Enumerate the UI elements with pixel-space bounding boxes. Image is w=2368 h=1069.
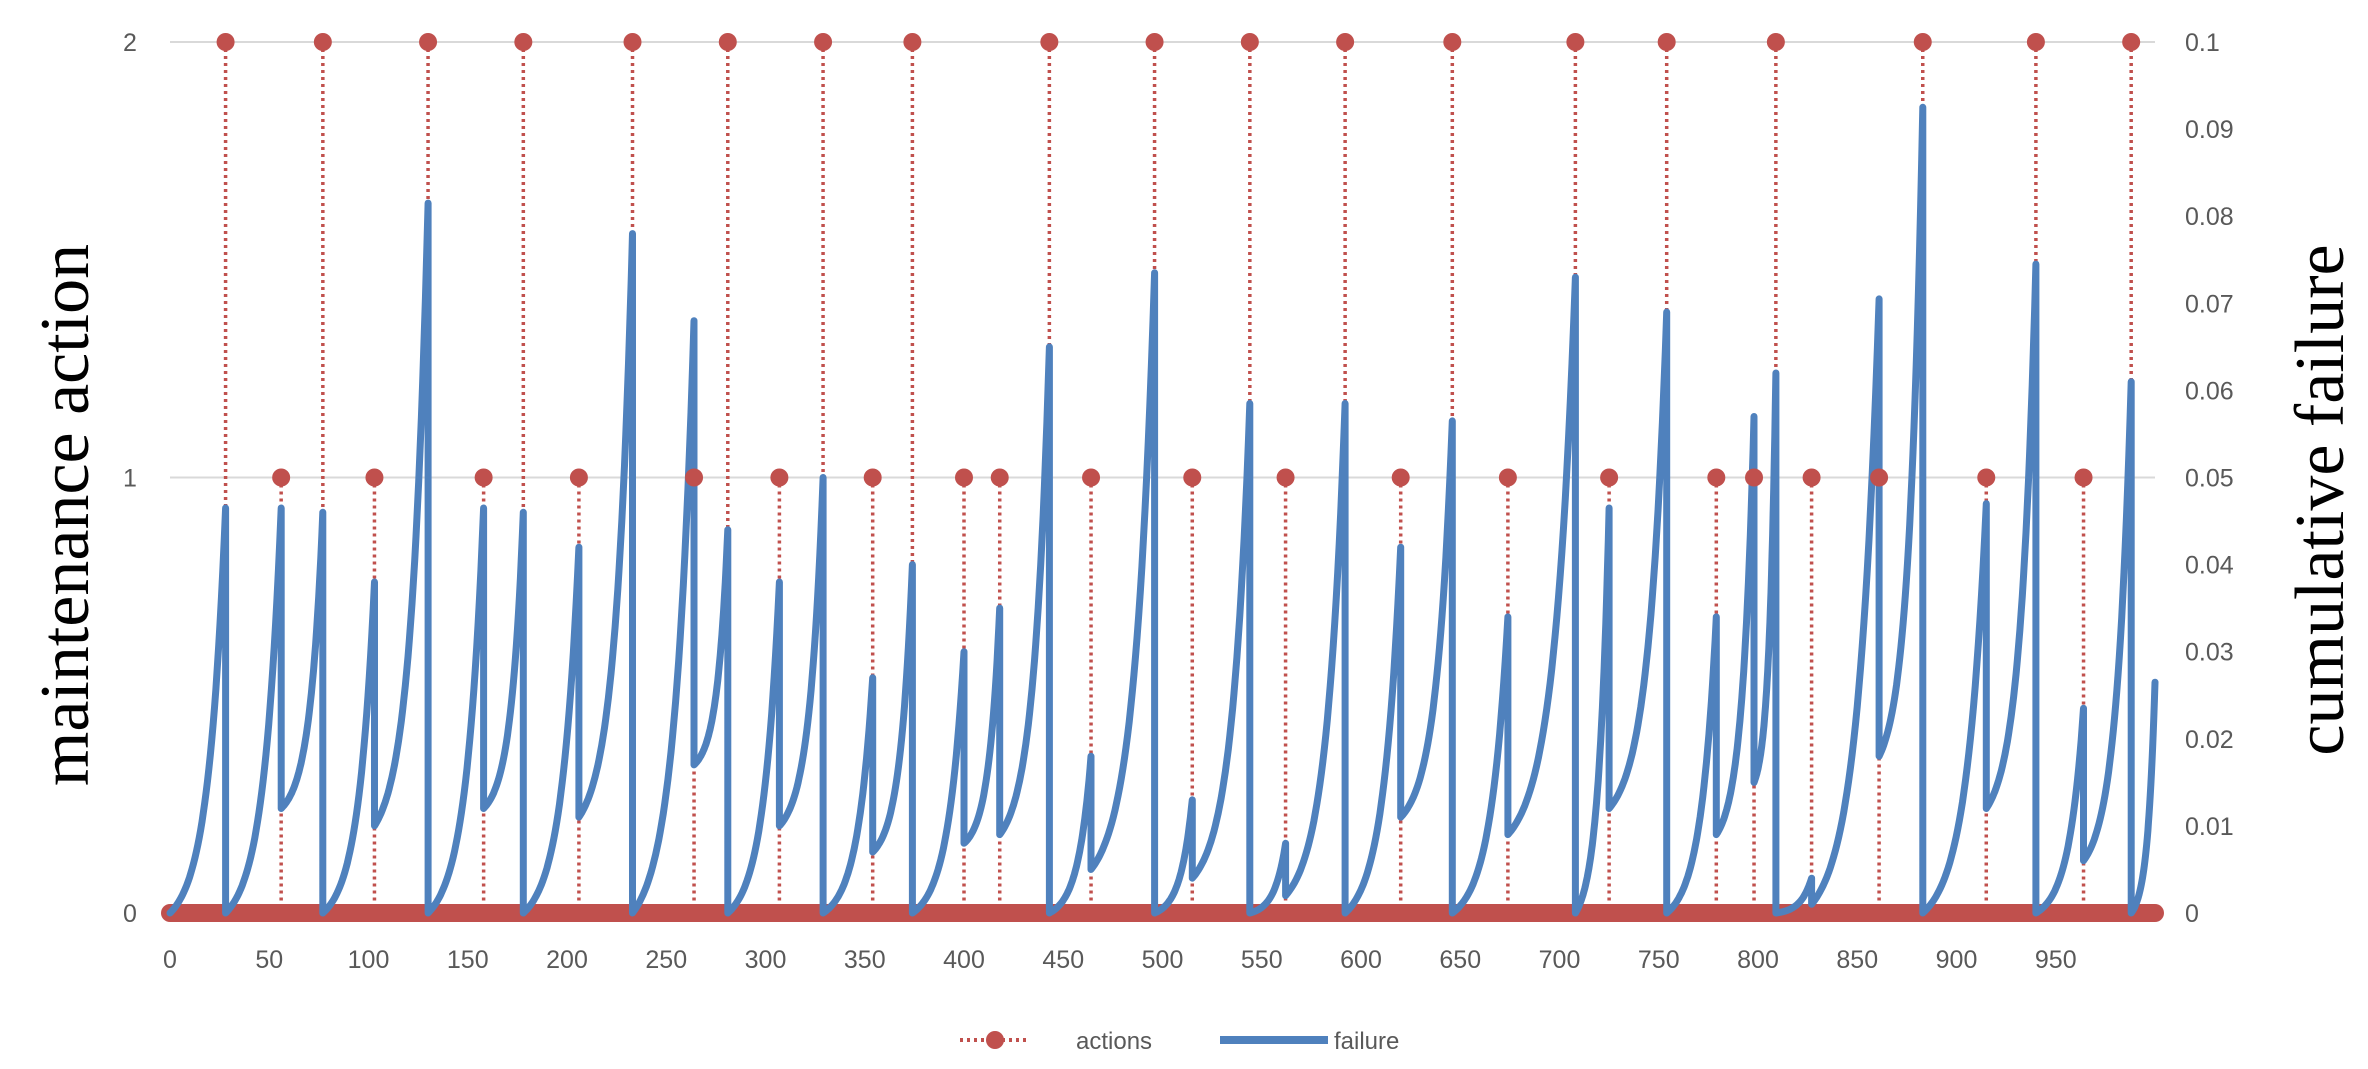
action-point-11 <box>770 468 789 487</box>
action-point-26 <box>1498 468 1517 487</box>
action-point-22 <box>1276 468 1295 487</box>
x-tick-label-17: 850 <box>1836 946 1878 974</box>
action-point-30 <box>1707 468 1726 487</box>
action-point-31 <box>1745 468 1764 487</box>
right-y-tick-label-7: 0.07 <box>2185 290 2234 318</box>
action-point-4 <box>419 33 438 51</box>
action-point-19 <box>1145 33 1164 51</box>
failure-line <box>166 103 2159 917</box>
action-point-20 <box>1183 468 1202 487</box>
x-tick-label-18: 900 <box>1936 946 1978 974</box>
action-point-32 <box>1766 33 1785 51</box>
left-y-axis-ticks: 0 1 2 <box>123 29 137 928</box>
legend-actions-marker <box>986 1031 1004 1049</box>
action-point-38 <box>2074 468 2093 487</box>
action-point-39 <box>2122 33 2141 51</box>
left-y-tick-label-2: 2 <box>123 29 137 57</box>
right-y-tick-label-10: 0.1 <box>2185 29 2220 57</box>
left-y-tick-label-1: 1 <box>123 465 137 493</box>
action-point-7 <box>569 468 588 487</box>
right-y-tick-label-9: 0.09 <box>2185 116 2234 144</box>
x-axis-ticks: 0 50 100 150 200 250 300 350 400 450 500 550 600 650 7… <box>163 946 2077 974</box>
failure-series <box>166 103 2159 917</box>
x-tick-label-14: 700 <box>1539 946 1581 974</box>
x-tick-label-10: 500 <box>1142 946 1184 974</box>
x-tick-label-4: 200 <box>546 946 588 974</box>
action-point-25 <box>1443 33 1462 51</box>
legend-item-actions: actions <box>960 1028 1152 1055</box>
x-tick-label-16: 800 <box>1737 946 1779 974</box>
action-point-14 <box>903 33 922 51</box>
x-tick-label-15: 750 <box>1638 946 1680 974</box>
right-y-tick-label-6: 0.06 <box>2185 377 2234 405</box>
right-y-tick-label-3: 0.03 <box>2185 639 2234 667</box>
action-point-28 <box>1600 468 1619 487</box>
left-y-tick-label-0: 0 <box>123 900 137 928</box>
action-point-1 <box>272 468 291 487</box>
x-tick-label-19: 950 <box>2035 946 2077 974</box>
x-tick-label-9: 450 <box>1042 946 1084 974</box>
action-point-18 <box>1082 468 1101 487</box>
x-tick-label-3: 150 <box>447 946 489 974</box>
right-y-tick-label-1: 0.01 <box>2185 813 2234 841</box>
action-point-10 <box>718 33 737 51</box>
action-point-12 <box>814 33 833 51</box>
legend-label-actions: actions <box>1076 1028 1152 1055</box>
action-point-8 <box>623 33 642 51</box>
action-point-16 <box>990 468 1009 487</box>
action-point-17 <box>1040 33 1059 51</box>
action-point-33 <box>1802 468 1821 487</box>
action-point-13 <box>863 468 882 487</box>
x-tick-label-2: 100 <box>348 946 390 974</box>
x-tick-label-12: 600 <box>1340 946 1382 974</box>
x-tick-label-8: 400 <box>943 946 985 974</box>
gridlines <box>170 41 2155 479</box>
action-point-3 <box>365 468 384 487</box>
right-y-tick-label-8: 0.08 <box>2185 203 2234 231</box>
x-tick-label-0: 0 <box>163 946 177 974</box>
left-y-axis-title: maintenance action <box>27 244 104 786</box>
legend: actions failure <box>960 1028 1399 1055</box>
action-point-0 <box>216 33 235 51</box>
action-point-6 <box>514 33 533 51</box>
right-y-tick-label-0: 0 <box>2185 900 2199 928</box>
action-point-9 <box>685 468 704 487</box>
right-y-tick-label-4: 0.04 <box>2185 552 2234 580</box>
action-point-24 <box>1391 468 1410 487</box>
action-point-2 <box>313 33 332 51</box>
action-point-15 <box>955 468 973 487</box>
action-point-36 <box>1977 468 1996 487</box>
action-point-29 <box>1657 33 1676 51</box>
x-tick-label-13: 650 <box>1439 946 1481 974</box>
action-point-5 <box>474 468 493 487</box>
actions-series-markers <box>216 33 2141 487</box>
action-point-34 <box>1870 468 1889 487</box>
legend-item-failure: failure <box>1220 1028 1399 1055</box>
x-tick-label-7: 350 <box>844 946 886 974</box>
action-point-21 <box>1240 33 1259 51</box>
action-point-37 <box>2026 33 2045 51</box>
right-y-tick-label-5: 0.05 <box>2185 465 2234 493</box>
x-tick-label-11: 550 <box>1241 946 1283 974</box>
x-tick-label-6: 300 <box>745 946 787 974</box>
right-y-axis-ticks: 0 0.01 0.02 0.03 0.04 0.05 0.06 0.07 0.08 0.09 0.1 <box>2185 29 2234 928</box>
action-point-27 <box>1566 33 1585 51</box>
x-tick-label-1: 50 <box>255 946 283 974</box>
x-tick-label-5: 250 <box>645 946 687 974</box>
legend-label-failure: failure <box>1334 1028 1399 1055</box>
action-point-35 <box>1913 33 1932 51</box>
right-y-tick-label-2: 0.02 <box>2185 726 2234 754</box>
right-y-axis-title: cumulative failure <box>2282 244 2359 755</box>
action-point-23 <box>1336 33 1355 51</box>
